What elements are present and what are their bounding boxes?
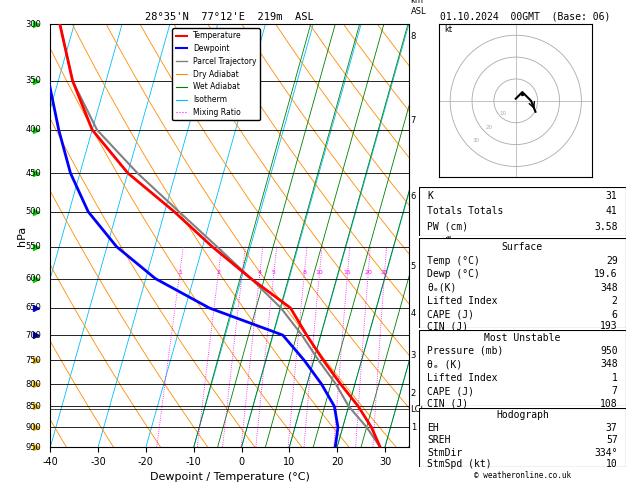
- Text: 900: 900: [26, 423, 42, 432]
- Text: Most Unstable: Most Unstable: [484, 333, 560, 343]
- Text: θₑ(K): θₑ(K): [427, 282, 457, 293]
- Text: CIN (J): CIN (J): [427, 321, 469, 331]
- Text: 300: 300: [26, 20, 42, 29]
- Text: 450: 450: [26, 169, 42, 177]
- Text: CIN (J): CIN (J): [427, 399, 469, 409]
- Text: Temp (°C): Temp (°C): [427, 256, 480, 266]
- Text: 10: 10: [606, 459, 618, 469]
- Text: EH: EH: [427, 423, 439, 433]
- Text: LCL: LCL: [410, 405, 425, 414]
- X-axis label: Dewpoint / Temperature (°C): Dewpoint / Temperature (°C): [150, 472, 309, 483]
- Text: 31: 31: [606, 191, 618, 201]
- Text: 1: 1: [411, 423, 416, 432]
- Text: 5: 5: [272, 270, 276, 275]
- Text: 2: 2: [611, 296, 618, 306]
- Text: Dewp (°C): Dewp (°C): [427, 269, 480, 279]
- Text: PW (cm): PW (cm): [427, 222, 469, 232]
- FancyBboxPatch shape: [419, 187, 626, 236]
- Text: 7: 7: [411, 116, 416, 125]
- Text: 37: 37: [606, 423, 618, 433]
- Text: 7: 7: [611, 386, 618, 397]
- Text: CAPE (J): CAPE (J): [427, 310, 474, 320]
- Text: 350: 350: [26, 76, 42, 86]
- Text: 6: 6: [411, 192, 416, 201]
- Text: © weatheronline.co.uk: © weatheronline.co.uk: [474, 470, 571, 480]
- Text: 108: 108: [600, 399, 618, 409]
- Text: θₑ (K): θₑ (K): [427, 359, 462, 369]
- Text: 10: 10: [316, 270, 323, 275]
- Text: 550: 550: [26, 242, 42, 251]
- Text: 4: 4: [258, 270, 262, 275]
- Text: 20: 20: [364, 270, 372, 275]
- Text: 334°: 334°: [594, 448, 618, 457]
- Text: 2: 2: [216, 270, 220, 275]
- Text: 57: 57: [606, 435, 618, 445]
- Text: kt: kt: [444, 25, 452, 34]
- Text: 4: 4: [411, 309, 416, 318]
- Text: 400: 400: [26, 125, 42, 134]
- Text: Hodograph: Hodograph: [496, 410, 549, 420]
- Text: 19.6: 19.6: [594, 269, 618, 279]
- Text: 8: 8: [411, 32, 416, 41]
- Text: 1: 1: [178, 270, 182, 275]
- Text: 30: 30: [473, 138, 480, 143]
- Text: 5: 5: [411, 261, 416, 271]
- Text: 8: 8: [303, 270, 306, 275]
- Text: 600: 600: [26, 274, 42, 283]
- FancyBboxPatch shape: [419, 238, 626, 328]
- Text: 500: 500: [26, 207, 42, 216]
- Text: Lifted Index: Lifted Index: [427, 296, 498, 306]
- Text: 25: 25: [381, 270, 389, 275]
- Text: 15: 15: [344, 270, 352, 275]
- FancyBboxPatch shape: [419, 408, 626, 467]
- FancyBboxPatch shape: [419, 330, 626, 406]
- Text: 193: 193: [600, 321, 618, 331]
- Text: 41: 41: [606, 207, 618, 216]
- Text: StmSpd (kt): StmSpd (kt): [427, 459, 492, 469]
- Text: 29: 29: [606, 256, 618, 266]
- Text: StmDir: StmDir: [427, 448, 462, 457]
- Text: 800: 800: [26, 380, 42, 389]
- Text: Pressure (mb): Pressure (mb): [427, 346, 504, 356]
- Text: 3: 3: [411, 351, 416, 360]
- Text: 6: 6: [611, 310, 618, 320]
- Text: CAPE (J): CAPE (J): [427, 386, 474, 397]
- Text: 20: 20: [486, 124, 493, 130]
- Legend: Temperature, Dewpoint, Parcel Trajectory, Dry Adiabat, Wet Adiabat, Isotherm, Mi: Temperature, Dewpoint, Parcel Trajectory…: [172, 28, 260, 120]
- Text: 650: 650: [26, 303, 42, 312]
- Text: 750: 750: [26, 356, 42, 365]
- Text: 850: 850: [26, 402, 42, 411]
- Text: 700: 700: [26, 330, 42, 340]
- Text: 950: 950: [600, 346, 618, 356]
- Text: 1: 1: [611, 373, 618, 383]
- Text: 3.58: 3.58: [594, 222, 618, 232]
- Text: 348: 348: [600, 359, 618, 369]
- Text: Surface: Surface: [502, 242, 543, 252]
- Text: 348: 348: [600, 282, 618, 293]
- Text: 3: 3: [240, 270, 244, 275]
- Text: 2: 2: [411, 389, 416, 398]
- Text: 28°35'N  77°12'E  219m  ASL: 28°35'N 77°12'E 219m ASL: [145, 12, 314, 22]
- Text: K: K: [427, 191, 433, 201]
- Text: Mixing Ratio (g/kg): Mixing Ratio (g/kg): [445, 196, 454, 276]
- Text: 01.10.2024  00GMT  (Base: 06): 01.10.2024 00GMT (Base: 06): [440, 11, 610, 21]
- Text: Totals Totals: Totals Totals: [427, 207, 504, 216]
- Text: 950: 950: [26, 443, 42, 451]
- Text: hPa: hPa: [16, 226, 26, 246]
- Text: Lifted Index: Lifted Index: [427, 373, 498, 383]
- Text: 10: 10: [499, 111, 506, 117]
- Text: km
ASL: km ASL: [411, 0, 426, 16]
- Text: SREH: SREH: [427, 435, 451, 445]
